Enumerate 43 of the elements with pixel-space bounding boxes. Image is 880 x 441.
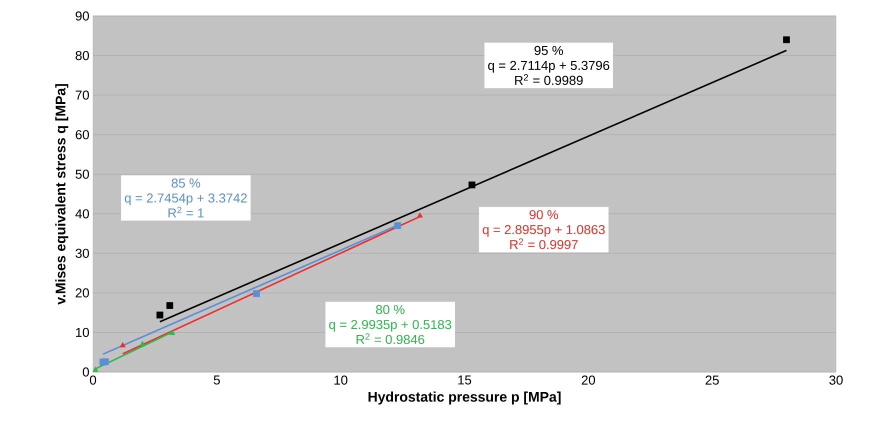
x-tick-label: 0 [90,376,96,385]
y-tick-label: 40 [75,209,89,218]
point [166,302,174,309]
x-tick-label: 10 [334,376,348,385]
point [140,340,146,346]
point [169,330,176,336]
point [102,358,109,366]
annotation: R$^{2}$ = 0.9846 [356,333,424,344]
point [92,366,98,372]
point [253,290,260,298]
point [783,36,790,44]
point [394,222,402,230]
annotation: q = 2.7114p + 5.3796 [488,60,610,73]
y-tick-label: 70 [76,90,89,100]
y-tick-label: 0 [82,367,89,377]
text: 80 % [376,305,404,314]
point [468,182,476,188]
annotation: q = 2.9935p + 0.5183 [329,320,452,332]
x-tick-label: 15 [458,376,472,385]
text: 90 % [530,210,558,220]
y-tick-label: 20 [76,288,89,298]
y-tick-label: 80 [76,50,89,60]
x-tick-label: 25 [706,376,719,385]
y-tick-label: 30 [76,248,89,258]
y-tick-label: 50 [76,170,89,179]
annotation: q = 2.8955p + 1.0863 [482,225,605,237]
text: 95 % [534,46,564,56]
annotation: R$^{2}$ = 0.9989 [515,74,583,85]
x-tick-label: 5 [214,376,220,385]
annotation: R$^{2}$ = 1 [168,206,204,218]
y-tick-label: 90 [76,11,89,21]
x-tick-label: 30 [829,376,843,385]
text: 85 % [172,178,200,188]
y-tick-label: 10 [76,328,89,338]
annotation: R$^{2}$ = 0.9997 [510,238,578,250]
y-axis-title: v.Mises equivalent stress q [MPa] [55,84,68,305]
point [156,312,164,318]
point [416,212,423,218]
x-tick-label: 20 [582,376,596,385]
y-tick-label: 60 [76,130,89,140]
annotation: q = 2.7454p + 3.3742 [124,193,247,206]
point [120,342,126,348]
x-axis-title: Hydrostatic pressure p [MPa] [368,392,561,405]
